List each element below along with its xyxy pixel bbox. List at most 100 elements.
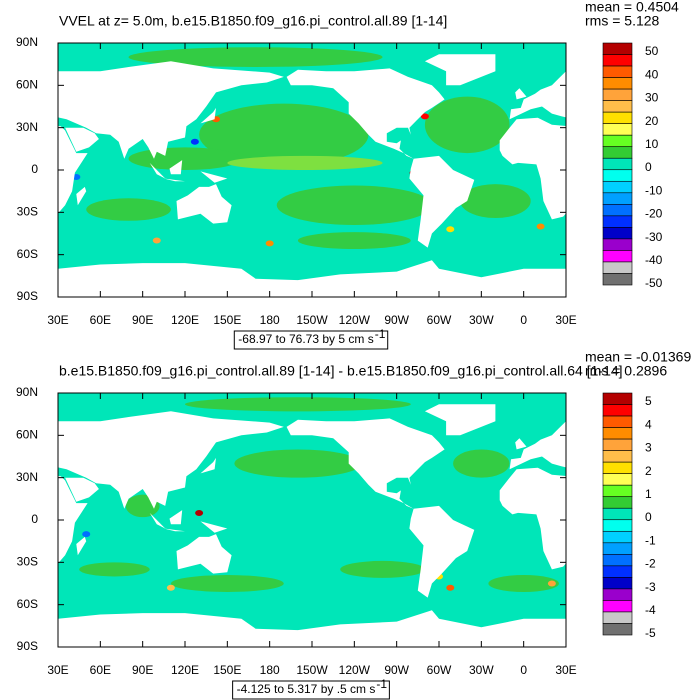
colorbar-label: -20 xyxy=(645,207,663,221)
colorbar-label: -10 xyxy=(645,183,663,197)
land xyxy=(58,126,88,214)
lon-label: 120W xyxy=(339,313,371,327)
colorbar-box xyxy=(602,146,633,159)
colorbar-label: 1 xyxy=(645,487,652,501)
land xyxy=(584,537,594,555)
colorbar-box xyxy=(602,450,633,463)
info-box: -68.97 to 76.73 by 5 cm s -1 xyxy=(233,327,389,350)
mean-label: mean = -0.01369 xyxy=(585,349,691,365)
lon-label: 90E xyxy=(132,663,153,677)
land xyxy=(176,184,232,224)
lon-label: 180 xyxy=(260,313,280,327)
colorbar-box xyxy=(602,438,633,451)
colorbar-box xyxy=(602,88,633,101)
land xyxy=(424,54,496,86)
lon-label: 150E xyxy=(213,663,241,677)
field-patch xyxy=(453,449,510,478)
colorbar-box xyxy=(602,415,633,428)
lat-label: 60S xyxy=(17,247,38,261)
land xyxy=(509,421,566,470)
land xyxy=(499,467,566,570)
land xyxy=(424,404,496,436)
lon-label: 90W xyxy=(384,663,409,677)
colorbar-label: -50 xyxy=(645,276,663,290)
colorbar-box xyxy=(602,496,633,509)
land xyxy=(566,610,700,647)
rms-label: rms = 0.2896 xyxy=(585,363,667,379)
colorbar-box xyxy=(602,42,633,55)
lon-label: 30E xyxy=(555,313,576,327)
field-patch xyxy=(79,562,150,577)
colorbar-label: 4 xyxy=(645,417,652,431)
field-patch xyxy=(276,185,432,226)
land xyxy=(409,505,475,598)
land xyxy=(58,476,88,564)
colorbar-box xyxy=(602,565,633,578)
land xyxy=(573,478,607,502)
lon-label: 60W xyxy=(427,663,452,677)
colorbar-label: 30 xyxy=(645,91,659,105)
land xyxy=(515,88,527,100)
colorbar-box xyxy=(602,157,633,171)
land xyxy=(509,71,566,120)
info-exponent: -1 xyxy=(376,677,387,691)
lat-label: 30S xyxy=(17,205,38,219)
field-patch xyxy=(460,184,531,218)
land xyxy=(169,510,183,525)
lat-label: 60N xyxy=(16,78,38,92)
colorbar-label: 3 xyxy=(645,441,652,455)
colorbar-box xyxy=(602,250,633,263)
lon-label: 60W xyxy=(427,313,452,327)
colorbar-label: 50 xyxy=(645,44,659,58)
lat-label: 0 xyxy=(31,162,38,176)
lon-label: 120E xyxy=(171,663,199,677)
land xyxy=(163,528,185,532)
lon-label: 120W xyxy=(339,663,371,677)
colorbar-box xyxy=(602,54,633,67)
colorbar-label: 10 xyxy=(645,137,659,151)
land xyxy=(672,179,693,182)
land xyxy=(685,184,700,224)
land xyxy=(200,107,216,124)
colorbar-box xyxy=(602,507,633,521)
colorbar-box xyxy=(602,238,633,251)
lat-label: 90S xyxy=(17,639,38,653)
lat-label: 30N xyxy=(16,120,38,134)
lon-label: 30W xyxy=(469,663,494,677)
lat-label: 30N xyxy=(16,470,38,484)
field-streak xyxy=(195,509,204,516)
land xyxy=(58,411,284,518)
rms-label: rms = 5.128 xyxy=(585,13,660,29)
lon-label: 0 xyxy=(520,663,527,677)
lon-label: 30W xyxy=(469,313,494,327)
lat-label: 30S xyxy=(17,555,38,569)
field-streak xyxy=(420,113,429,120)
map xyxy=(0,43,700,297)
lon-label: 90E xyxy=(132,313,153,327)
land xyxy=(584,187,594,205)
colorbar-box xyxy=(602,554,633,567)
land xyxy=(58,610,566,647)
colorbar-box xyxy=(602,473,633,486)
field-streak xyxy=(675,585,683,591)
colorbar-box xyxy=(602,577,633,590)
field-patch xyxy=(0,449,2,477)
land xyxy=(149,162,166,179)
field-patch xyxy=(128,47,383,67)
field-patch xyxy=(340,560,425,578)
colorbar-box xyxy=(602,180,633,194)
colorbar-box xyxy=(602,484,633,498)
field-streak xyxy=(166,584,175,591)
lon-label: 180 xyxy=(260,663,280,677)
land xyxy=(58,260,566,297)
field-streak xyxy=(29,223,37,229)
field-patch xyxy=(0,97,2,153)
colorbar-box xyxy=(602,461,633,474)
colorbar-box xyxy=(602,427,633,440)
field-patch xyxy=(424,96,510,154)
colorbar-box xyxy=(602,65,633,78)
colorbar-box xyxy=(602,204,633,217)
colorbar-box xyxy=(602,519,633,532)
land xyxy=(672,529,693,532)
